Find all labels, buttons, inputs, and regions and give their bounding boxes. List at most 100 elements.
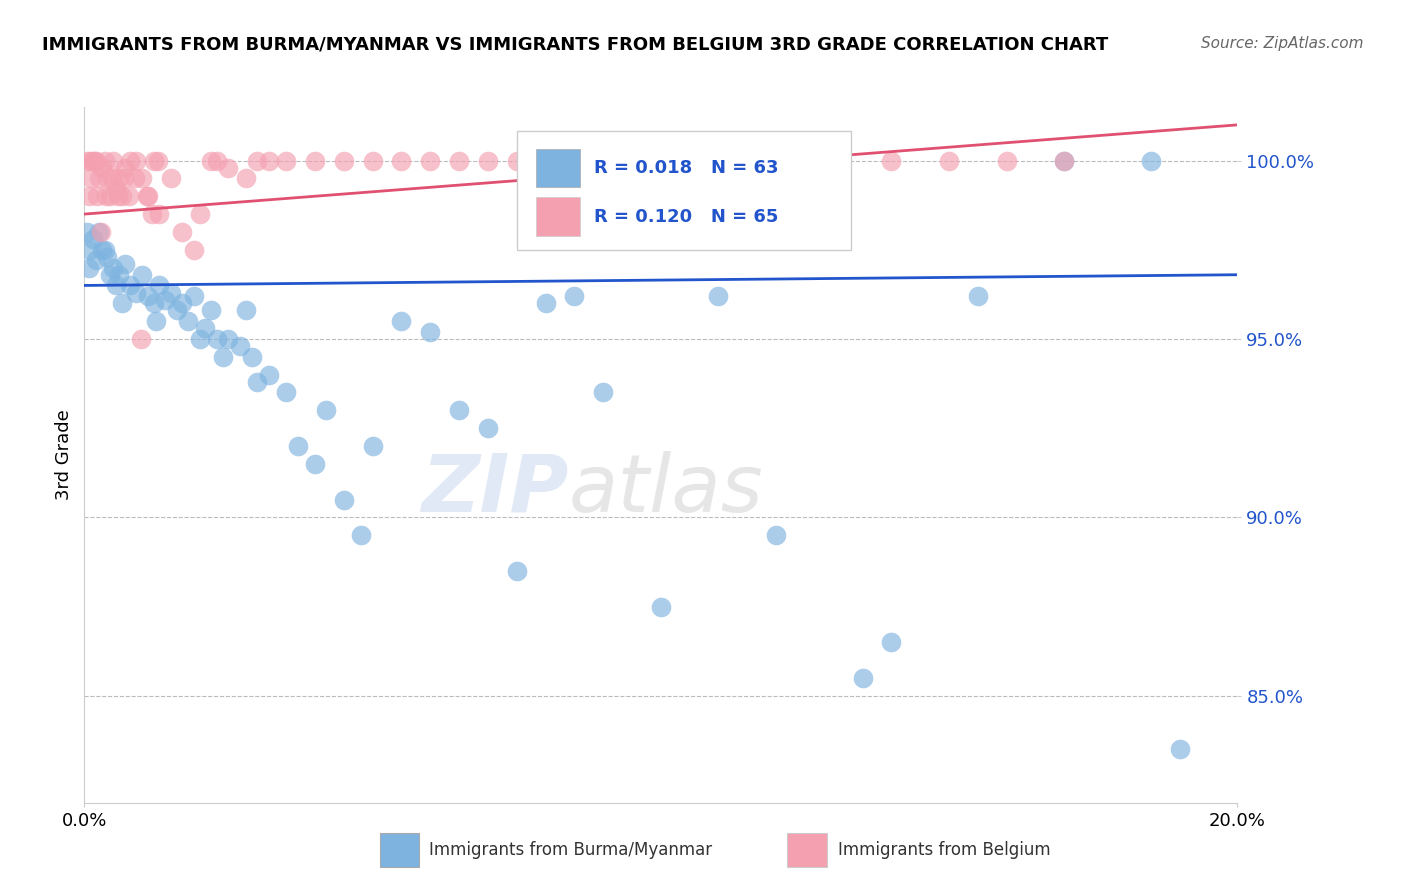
Point <box>880 635 903 649</box>
Point <box>98 189 121 203</box>
Point <box>83 153 105 168</box>
Point <box>108 268 131 282</box>
Point <box>188 207 211 221</box>
Point <box>967 289 990 303</box>
Point <box>172 225 194 239</box>
Point <box>129 332 152 346</box>
Point <box>101 171 124 186</box>
Point <box>449 153 471 168</box>
Point <box>449 403 471 417</box>
Text: ZIP: ZIP <box>422 450 568 529</box>
Point <box>153 293 176 307</box>
Point <box>105 278 128 293</box>
Point <box>361 439 384 453</box>
Point <box>1053 153 1076 168</box>
Point <box>1140 153 1163 168</box>
Text: R = 0.018   N = 63: R = 0.018 N = 63 <box>593 160 779 178</box>
Point <box>93 153 115 168</box>
Point <box>235 171 257 186</box>
Point <box>120 278 142 293</box>
Point <box>79 153 101 168</box>
Point <box>87 225 110 239</box>
Point <box>391 314 413 328</box>
Point <box>350 528 373 542</box>
Point <box>114 161 136 175</box>
Point <box>160 171 183 186</box>
Point <box>200 303 222 318</box>
Point <box>111 296 134 310</box>
Point <box>765 528 787 542</box>
Point <box>240 350 263 364</box>
Bar <box>536 149 581 187</box>
Point <box>108 171 131 186</box>
FancyBboxPatch shape <box>517 131 851 250</box>
Point <box>564 289 586 303</box>
Point <box>84 153 107 168</box>
Point <box>103 153 124 168</box>
Point <box>592 153 614 168</box>
Point <box>166 303 188 318</box>
Point <box>276 385 298 400</box>
Point <box>477 421 499 435</box>
Point <box>84 253 107 268</box>
Point <box>172 296 194 310</box>
Text: R = 0.120   N = 65: R = 0.120 N = 65 <box>593 208 779 226</box>
Point <box>419 325 441 339</box>
Point <box>90 161 112 175</box>
Point <box>235 303 257 318</box>
Point <box>148 278 170 293</box>
Point <box>120 153 142 168</box>
Point <box>823 153 845 168</box>
Point <box>96 250 118 264</box>
Point <box>361 153 384 168</box>
Point <box>391 153 413 168</box>
Point <box>333 153 356 168</box>
Point <box>205 153 228 168</box>
Text: Immigrants from Belgium: Immigrants from Belgium <box>838 841 1050 859</box>
Point <box>82 153 104 168</box>
Point <box>76 153 98 168</box>
Point <box>304 457 326 471</box>
Point <box>131 171 153 186</box>
Point <box>564 153 586 168</box>
Point <box>650 153 672 168</box>
Point <box>218 161 240 175</box>
Point <box>938 153 960 168</box>
Point <box>125 153 148 168</box>
Point <box>188 332 211 346</box>
Point <box>315 403 337 417</box>
Point <box>1053 153 1076 168</box>
Point <box>96 171 118 186</box>
Point <box>112 171 135 186</box>
Point <box>136 189 159 203</box>
Point <box>1168 742 1191 756</box>
Point <box>419 153 441 168</box>
Point <box>177 314 200 328</box>
Point <box>145 314 167 328</box>
Point <box>142 153 165 168</box>
Point <box>183 243 205 257</box>
Point <box>160 285 183 300</box>
Point <box>995 153 1018 168</box>
Point <box>89 225 111 239</box>
Point <box>333 492 356 507</box>
Point <box>707 153 730 168</box>
Point <box>131 268 153 282</box>
Point <box>82 232 104 246</box>
Point <box>114 257 136 271</box>
Point <box>506 564 529 578</box>
Point <box>125 285 148 300</box>
Point <box>506 153 529 168</box>
Bar <box>536 197 581 235</box>
Point <box>765 153 787 168</box>
Point <box>148 207 170 221</box>
Point <box>90 243 112 257</box>
Point <box>135 189 157 203</box>
Point <box>304 153 326 168</box>
Text: Source: ZipAtlas.com: Source: ZipAtlas.com <box>1201 36 1364 51</box>
Point <box>707 289 730 303</box>
Point <box>79 243 101 257</box>
Point <box>650 599 672 614</box>
Point <box>86 189 108 203</box>
Point <box>276 153 298 168</box>
